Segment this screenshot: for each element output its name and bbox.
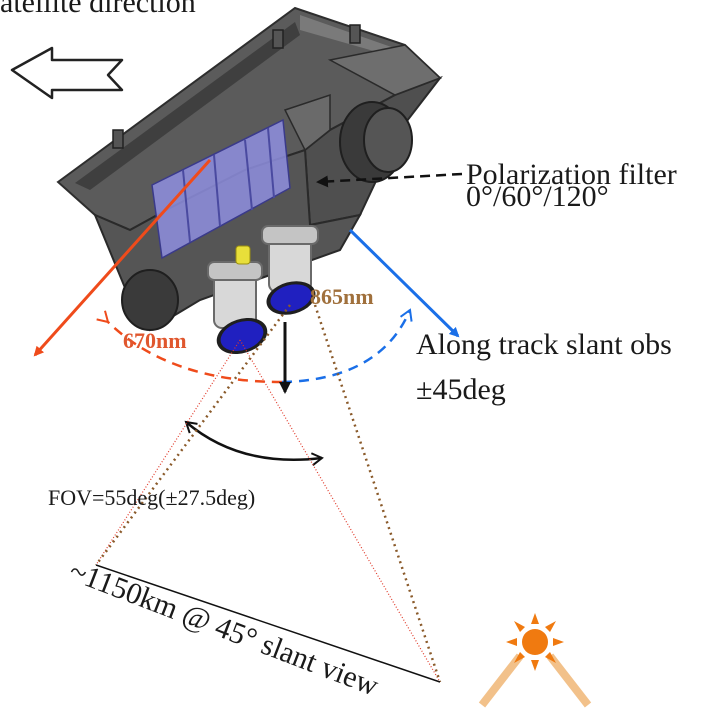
blue-dashed-arc (281, 308, 413, 384)
band-865-label: 865nm (310, 284, 374, 309)
filter-panel (151, 118, 291, 260)
direction-arrow-icon (10, 46, 124, 100)
sun-icon (478, 613, 592, 708)
fov-label: FOV=55deg(±27.5deg) (48, 485, 256, 510)
polarization-pointer (316, 172, 463, 188)
satellite-direction-label: atellite direction (0, 0, 196, 19)
polarization-filter-label: Polarization filter (466, 158, 677, 191)
polarization-angles-label: 0°/60°/120° (466, 180, 609, 213)
fov-line-brown-left (94, 304, 292, 566)
red-dashed-arc (96, 310, 283, 384)
along-track-angle-label: ±45deg (416, 373, 506, 406)
fov-line-red-left (95, 339, 241, 566)
small-yellow-part (235, 245, 251, 265)
instrument-body (56, 6, 443, 332)
fov-arc (184, 420, 324, 466)
blue-slant-arrow (348, 228, 460, 338)
band-670-label: 670nm (123, 328, 187, 353)
fov-line-red-right (239, 339, 441, 683)
red-slant-arrow (33, 158, 212, 357)
footprint-line (95, 564, 441, 683)
along-track-label: Along track slant obs (416, 328, 672, 361)
camera-barrel-670 (207, 261, 268, 355)
fov-line-brown-right (313, 304, 442, 683)
camera-barrel-865 (261, 225, 319, 315)
